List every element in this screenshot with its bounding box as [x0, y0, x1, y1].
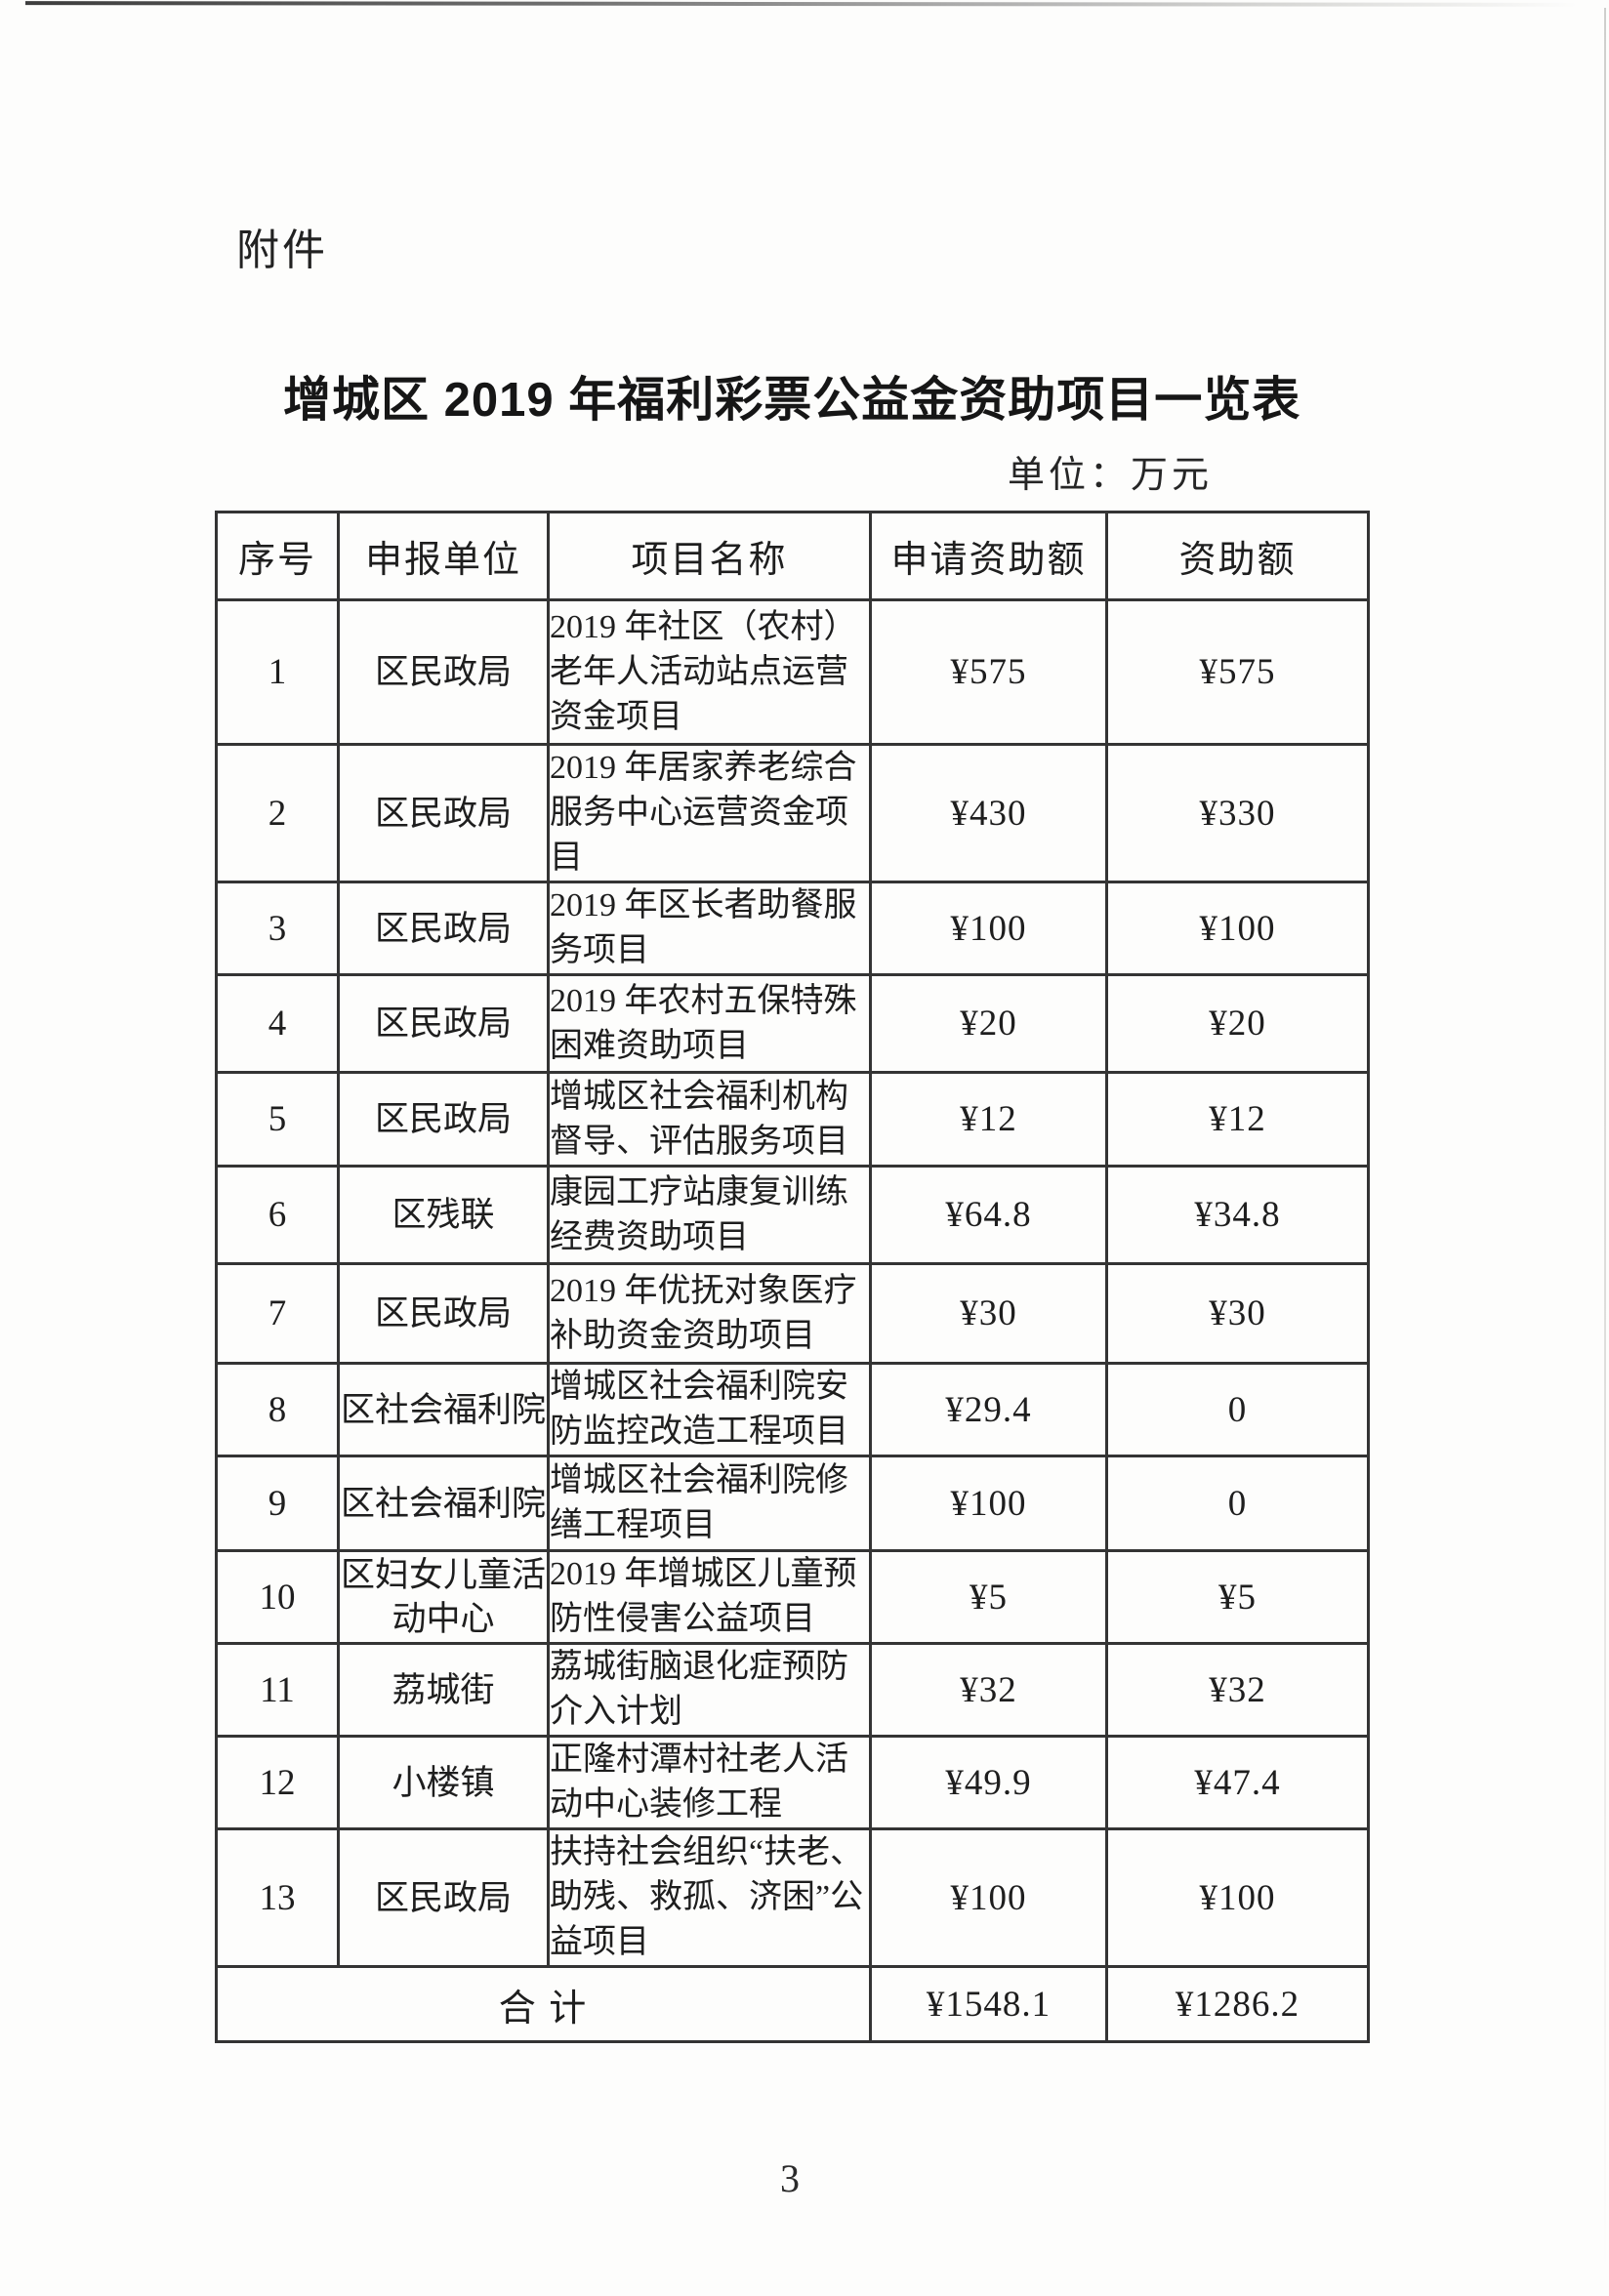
page-number: 3 — [780, 2156, 800, 2200]
applicant-unit-cell: 区民政局 — [337, 1071, 550, 1168]
table-header-cell: 序号 — [215, 511, 340, 601]
unit-note: 单位：万元 — [1008, 455, 1214, 496]
project-name-cell: 正隆村潭村社老人活动中心装修工程 — [547, 1735, 872, 1830]
project-name-cell: 荔城街脑退化症预防介入计划 — [547, 1642, 872, 1738]
row-number-cell: 5 — [215, 1071, 340, 1168]
granted-amount-cell: ¥330 — [1105, 743, 1370, 883]
applicant-unit-cell: 小楼镇 — [337, 1735, 550, 1830]
project-name-cell: 增城区社会福利机构督导、评估服务项目 — [547, 1071, 872, 1168]
total-granted-cell: ¥1286.2 — [1105, 1965, 1370, 2043]
row-number-cell: 13 — [215, 1827, 340, 1968]
granted-amount-cell: 0 — [1105, 1455, 1370, 1552]
granted-amount-cell: ¥32 — [1105, 1642, 1370, 1738]
total-row: 合 计 ¥1548.1 ¥1286.2 — [215, 1965, 1370, 2043]
applicant-unit-cell: 区民政局 — [337, 1262, 550, 1365]
granted-amount-cell: ¥12 — [1105, 1071, 1370, 1168]
table-row: 4 区民政局 2019 年农村五保特殊困难资助项目 ¥20 ¥20 — [215, 973, 1370, 1074]
table-header-cell: 资助额 — [1105, 511, 1370, 601]
table-row: 11 荔城街 荔城街脑退化症预防介入计划 ¥32 ¥32 — [215, 1642, 1370, 1738]
granted-amount-cell: 0 — [1105, 1362, 1370, 1457]
table-row: 13 区民政局 扶持社会组织“扶老、助残、救孤、济困”公益项目 ¥100 ¥100 — [215, 1827, 1370, 1968]
applicant-unit-cell: 区民政局 — [337, 973, 550, 1074]
applicant-unit-cell: 区社会福利院 — [337, 1455, 550, 1552]
row-number-cell: 10 — [215, 1549, 340, 1645]
total-requested-cell: ¥1548.1 — [869, 1965, 1108, 2043]
table-row: 9 区社会福利院 增城区社会福利院修缮工程项目 ¥100 0 — [215, 1455, 1370, 1552]
table-row: 1 区民政局 2019 年社区（农村）老年人活动站点运营资金项目 ¥575 ¥575 — [215, 598, 1370, 746]
row-number-cell: 11 — [215, 1642, 340, 1738]
row-number-cell: 7 — [215, 1262, 340, 1365]
granted-amount-cell: ¥575 — [1105, 598, 1370, 746]
granted-amount-cell: ¥100 — [1105, 1827, 1370, 1968]
requested-amount-cell: ¥430 — [869, 743, 1108, 883]
row-number-cell: 2 — [215, 743, 340, 883]
project-name-cell: 2019 年居家养老综合服务中心运营资金项目 — [547, 743, 872, 883]
row-number-cell: 4 — [215, 973, 340, 1074]
table-row: 2 区民政局 2019 年居家养老综合服务中心运营资金项目 ¥430 ¥330 — [215, 743, 1370, 883]
applicant-unit-cell: 区民政局 — [337, 598, 550, 746]
table-header-row: 序号 申报单位 项目名称 申请资助额 资助额 — [215, 511, 1370, 601]
granted-amount-cell: ¥5 — [1105, 1549, 1370, 1645]
requested-amount-cell: ¥30 — [869, 1262, 1108, 1365]
funding-table-body: 1 区民政局 2019 年社区（农村）老年人活动站点运营资金项目 ¥575 ¥575 2 区… — [215, 598, 1370, 2043]
row-number-cell: 1 — [215, 598, 340, 746]
granted-amount-cell: ¥30 — [1105, 1262, 1370, 1365]
applicant-unit-cell: 荔城街 — [337, 1642, 550, 1738]
applicant-unit-cell: 区民政局 — [337, 743, 550, 883]
table-row: 10 区妇女儿童活动中心 2019 年增城区儿童预防性侵害公益项目 ¥5 ¥5 — [215, 1549, 1370, 1645]
row-number-cell: 3 — [215, 881, 340, 976]
requested-amount-cell: ¥49.9 — [869, 1735, 1108, 1830]
requested-amount-cell: ¥20 — [869, 973, 1108, 1074]
row-number-cell: 9 — [215, 1455, 340, 1552]
attachment-label: 附件 — [236, 226, 328, 274]
document-title: 增城区 2019 年福利彩票公益金资助项目一览表 — [283, 374, 1301, 427]
requested-amount-cell: ¥29.4 — [869, 1362, 1108, 1457]
project-name-cell: 增城区社会福利院修缮工程项目 — [547, 1455, 872, 1552]
granted-amount-cell: ¥100 — [1105, 881, 1370, 976]
total-label-cell: 合 计 — [215, 1965, 872, 2043]
requested-amount-cell: ¥100 — [869, 1827, 1108, 1968]
scan-artifact-right-edge — [1604, 8, 1606, 2273]
project-name-cell: 扶持社会组织“扶老、助残、救孤、济困”公益项目 — [547, 1827, 872, 1968]
project-name-cell: 康园工疗站康复训练经费资助项目 — [547, 1165, 872, 1265]
applicant-unit-cell: 区民政局 — [337, 881, 550, 976]
project-name-cell: 2019 年增城区儿童预防性侵害公益项目 — [547, 1549, 872, 1645]
scan-artifact-top-edge — [24, 1, 1579, 7]
table-row: 3 区民政局 2019 年区长者助餐服务项目 ¥100 ¥100 — [215, 881, 1370, 976]
row-number-cell: 12 — [215, 1735, 340, 1830]
row-number-cell: 6 — [215, 1165, 340, 1265]
table-header-cell: 申报单位 — [337, 511, 550, 601]
granted-amount-cell: ¥47.4 — [1105, 1735, 1370, 1830]
funding-table-head: 序号 申报单位 项目名称 申请资助额 资助额 — [215, 511, 1370, 601]
project-name-cell: 2019 年农村五保特殊困难资助项目 — [547, 973, 872, 1074]
project-name-cell: 2019 年优抚对象医疗补助资金资助项目 — [547, 1262, 872, 1365]
granted-amount-cell: ¥34.8 — [1105, 1165, 1370, 1265]
applicant-unit-cell: 区社会福利院 — [337, 1362, 550, 1457]
table-row: 12 小楼镇 正隆村潭村社老人活动中心装修工程 ¥49.9 ¥47.4 — [215, 1735, 1370, 1830]
table-header-cell: 申请资助额 — [869, 511, 1108, 601]
requested-amount-cell: ¥32 — [869, 1642, 1108, 1738]
table-row: 8 区社会福利院 增城区社会福利院安防监控改造工程项目 ¥29.4 0 — [215, 1362, 1370, 1457]
requested-amount-cell: ¥100 — [869, 881, 1108, 976]
table-header-cell: 项目名称 — [547, 511, 872, 601]
applicant-unit-cell: 区残联 — [337, 1165, 550, 1265]
requested-amount-cell: ¥5 — [869, 1549, 1108, 1645]
requested-amount-cell: ¥64.8 — [869, 1165, 1108, 1265]
row-number-cell: 8 — [215, 1362, 340, 1457]
applicant-unit-cell: 区民政局 — [337, 1827, 550, 1968]
funding-table: 序号 申报单位 项目名称 申请资助额 资助额 1 区民政局 2019 年社区（农村）老年人活… — [215, 511, 1370, 2043]
table-row: 5 区民政局 增城区社会福利机构督导、评估服务项目 ¥12 ¥12 — [215, 1071, 1370, 1168]
table-row: 6 区残联 康园工疗站康复训练经费资助项目 ¥64.8 ¥34.8 — [215, 1165, 1370, 1265]
project-name-cell: 2019 年区长者助餐服务项目 — [547, 881, 872, 976]
granted-amount-cell: ¥20 — [1105, 973, 1370, 1074]
table-row: 7 区民政局 2019 年优抚对象医疗补助资金资助项目 ¥30 ¥30 — [215, 1262, 1370, 1365]
applicant-unit-cell: 区妇女儿童活动中心 — [337, 1549, 550, 1645]
requested-amount-cell: ¥100 — [869, 1455, 1108, 1552]
project-name-cell: 增城区社会福利院安防监控改造工程项目 — [547, 1362, 872, 1457]
requested-amount-cell: ¥575 — [869, 598, 1108, 746]
project-name-cell: 2019 年社区（农村）老年人活动站点运营资金项目 — [547, 598, 872, 746]
requested-amount-cell: ¥12 — [869, 1071, 1108, 1168]
